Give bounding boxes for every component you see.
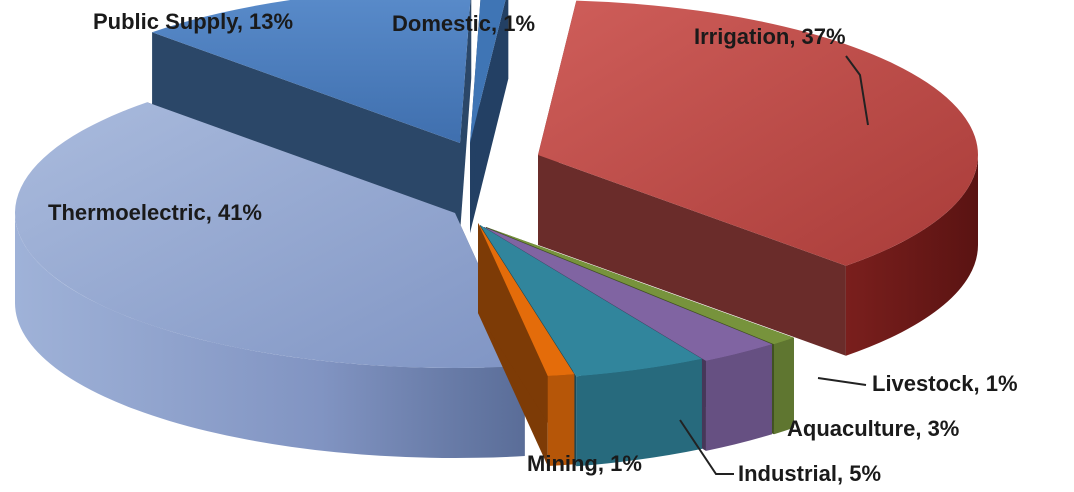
slice-mining-side — [547, 374, 575, 467]
slice-domestic-top — [470, 0, 506, 143]
label-thermoelectric: Thermoelectric, 41% — [48, 200, 262, 225]
leader-line-irrigation — [845, 55, 869, 126]
slice-public-supply-top — [152, 0, 471, 143]
slice-livestock-top — [486, 227, 794, 345]
slice-industrial-top — [480, 225, 702, 377]
label-domestic: Domestic, 1% — [392, 11, 535, 36]
slice-mining — [478, 223, 575, 467]
slice-public-supply-cut-start — [152, 32, 460, 233]
slice-aquaculture-top — [484, 227, 772, 361]
label-livestock: Livestock, 1% — [872, 371, 1018, 396]
slice-thermoelectric-top — [14, 102, 525, 369]
slice-domestic-cut-end — [470, 0, 509, 233]
label-public-supply: Public Supply, 13% — [93, 9, 293, 34]
leader-line-industrial — [679, 419, 734, 475]
label-irrigation: Irrigation, 37% — [694, 24, 846, 49]
slice-industrial-side — [576, 358, 702, 467]
label-mining: Mining, 1% — [527, 451, 642, 476]
label-aquaculture: Aquaculture, 3% — [787, 416, 959, 441]
slice-public-supply — [152, 0, 472, 233]
slice-irrigation — [538, 0, 979, 356]
pie-slices — [14, 0, 979, 467]
slice-livestock-side — [773, 337, 794, 435]
leader-line-livestock — [817, 377, 867, 386]
slice-thermoelectric-side — [15, 213, 525, 459]
slice-irrigation-top — [538, 0, 979, 266]
slice-thermoelectric — [14, 102, 525, 459]
slice-irrigation-cut-end — [538, 155, 846, 356]
slice-public-supply-cut-end — [460, 0, 472, 233]
label-industrial: Industrial, 5% — [738, 461, 881, 486]
slice-aquaculture-side — [705, 344, 772, 451]
slice-domestic — [470, 0, 509, 233]
slice-mining-top — [478, 223, 575, 377]
slice-irrigation-side — [845, 155, 978, 356]
pie-labels: Public Supply, 13% Domestic, 1% Irrigati… — [48, 9, 1018, 486]
